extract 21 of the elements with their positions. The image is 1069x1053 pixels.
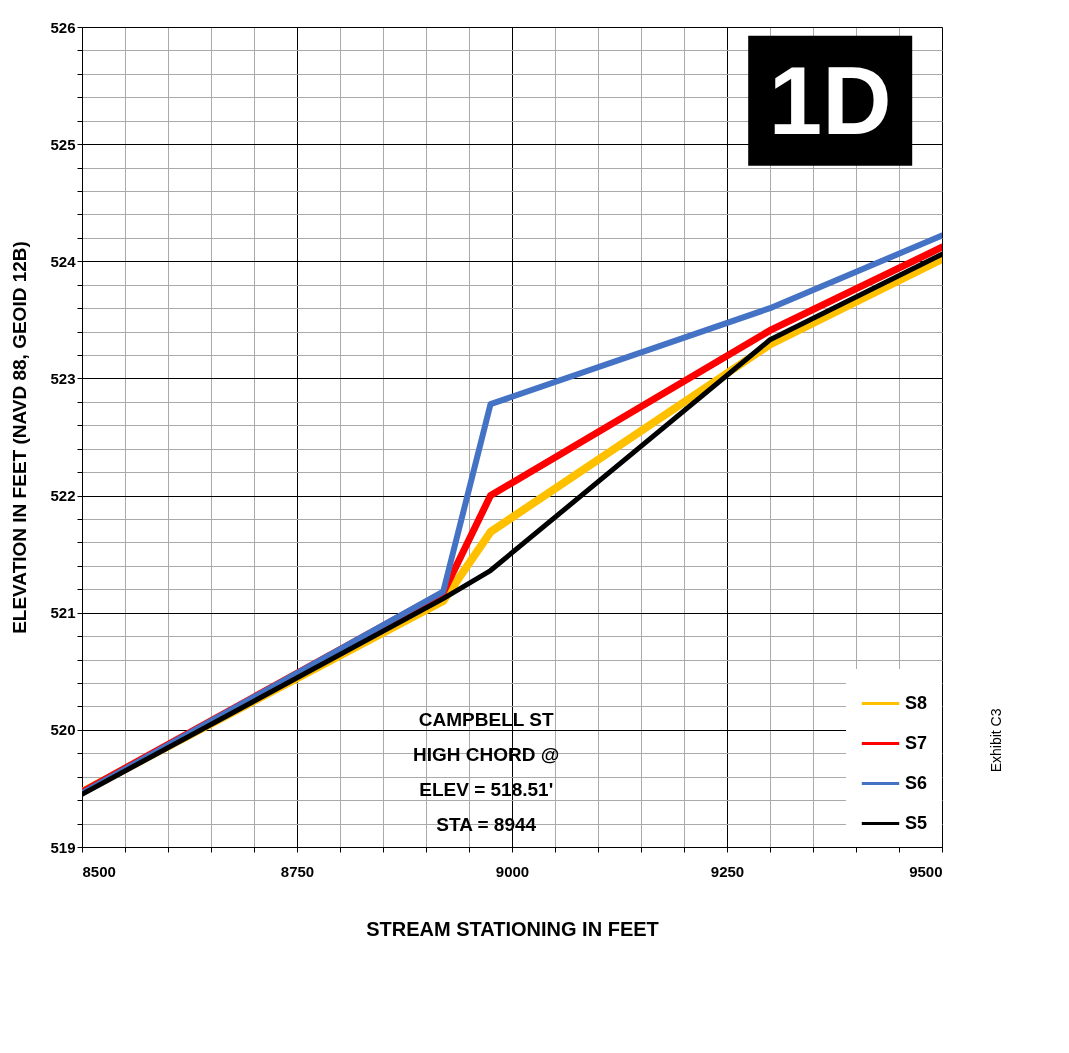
y-tick-label: 525 — [50, 135, 76, 153]
x-tick-label: 9500 — [909, 862, 943, 880]
x-tick-label: 8500 — [82, 862, 116, 880]
legend-label: S5 — [905, 812, 928, 833]
legend-label: S8 — [905, 692, 928, 713]
y-tick-label: 521 — [50, 604, 76, 622]
legend-label: S7 — [905, 732, 928, 753]
x-tick-label: 8750 — [280, 862, 315, 880]
x-axis-title: STREAM STATIONING IN FEET — [366, 917, 659, 940]
y-axis-title: ELEVATION IN FEET (NAVD 88, GEOID 12B) — [9, 241, 31, 634]
x-tick-label: 9000 — [495, 862, 530, 880]
y-tick-label: 519 — [50, 838, 76, 856]
y-tick-label: 523 — [50, 369, 76, 387]
y-tick-label: 524 — [50, 252, 77, 270]
legend-label: S6 — [905, 772, 928, 793]
y-tick-label: 522 — [50, 487, 76, 505]
annotation: 1D — [768, 46, 892, 154]
text: Exhibit C3 — [988, 708, 1004, 773]
y-tick-label: 520 — [50, 721, 76, 739]
x-tick-label: 9250 — [710, 862, 745, 880]
y-tick-label: 526 — [50, 18, 76, 36]
